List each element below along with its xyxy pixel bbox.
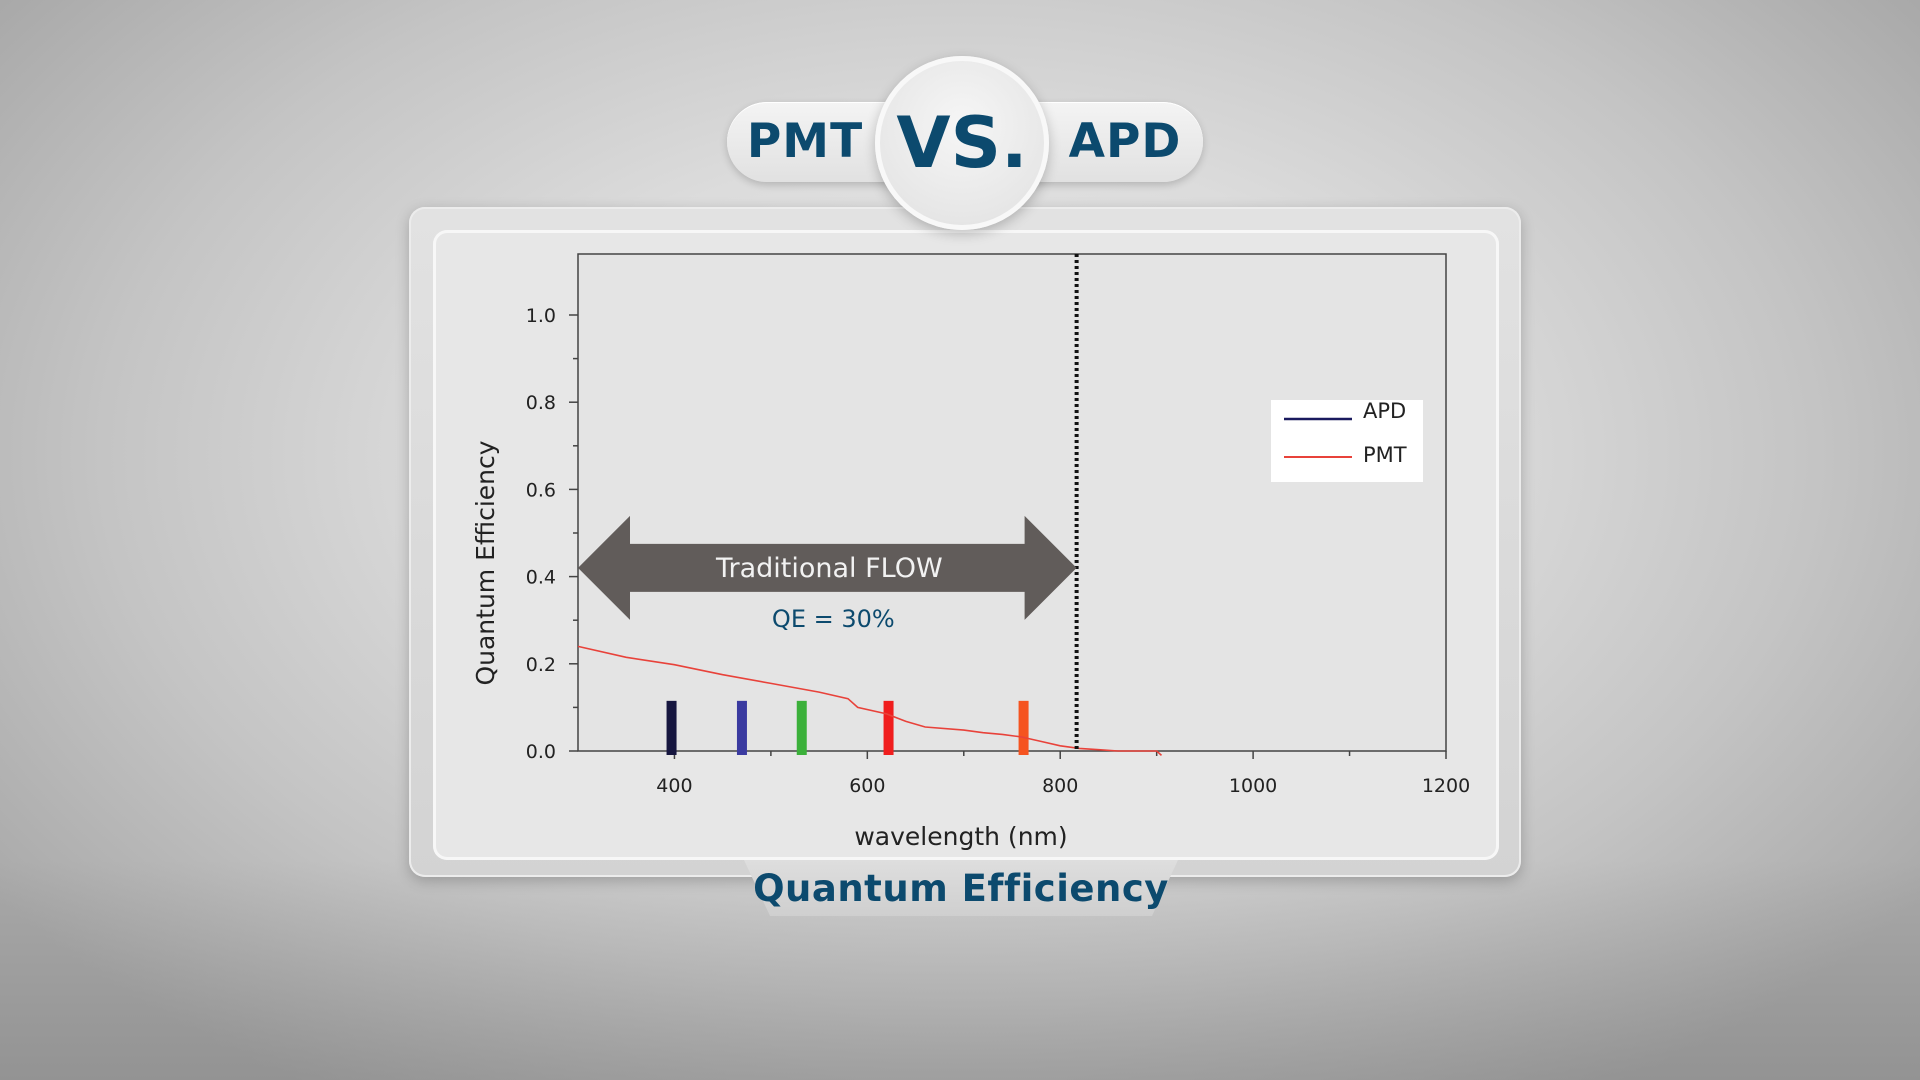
footer-tab [744,860,1178,916]
legend-label-pmt: PMT [1363,443,1407,467]
legend-label-apd: APD [1363,399,1406,423]
x-tick-label: 400 [656,775,692,797]
series-line-pmt [577,645,1163,756]
y-tick-label: 1.0 [526,305,556,327]
y-axis: 0.0 0.2 0.4 0.6 0.8 1.0 [526,305,578,763]
header-apd-label: APD [1068,114,1182,169]
range-arrow [578,515,1077,620]
vs-badge [875,56,1049,230]
y-tick-label: 0.0 [526,741,556,763]
header-pmt-label: PMT [746,114,864,169]
range-arrow-sublabel: QE = 30% [772,605,895,633]
laser-line-bar [796,700,807,755]
footer-title: Quantum Efficiency [753,867,1169,910]
range-arrow-label: Traditional FLOW [715,553,943,584]
y-tick-label: 0.8 [526,392,556,414]
x-axis: 400 600 800 1000 1200 [656,751,1470,797]
laser-line-bar [883,700,894,755]
x-tick-label: 1000 [1229,775,1277,797]
x-tick-label: 1200 [1422,775,1470,797]
x-tick-label: 600 [849,775,885,797]
laser-line-bar [1018,700,1029,755]
y-tick-label: 0.2 [526,654,556,676]
y-axis-title: Quantum Efficiency [471,440,500,685]
legend-box [1271,400,1423,482]
laser-line-bar [736,700,747,755]
plot-area [577,253,1447,752]
laser-lines [666,700,1029,755]
laser-line-bar [666,700,677,755]
y-tick-label: 0.4 [526,567,556,589]
legend: APD PMT [1271,399,1423,482]
x-axis-title: wavelength (nm) [854,822,1067,851]
x-tick-label: 800 [1042,775,1078,797]
series-lines [577,645,1163,756]
y-tick-label: 0.6 [526,479,556,501]
vs-label: VS. [896,102,1028,184]
